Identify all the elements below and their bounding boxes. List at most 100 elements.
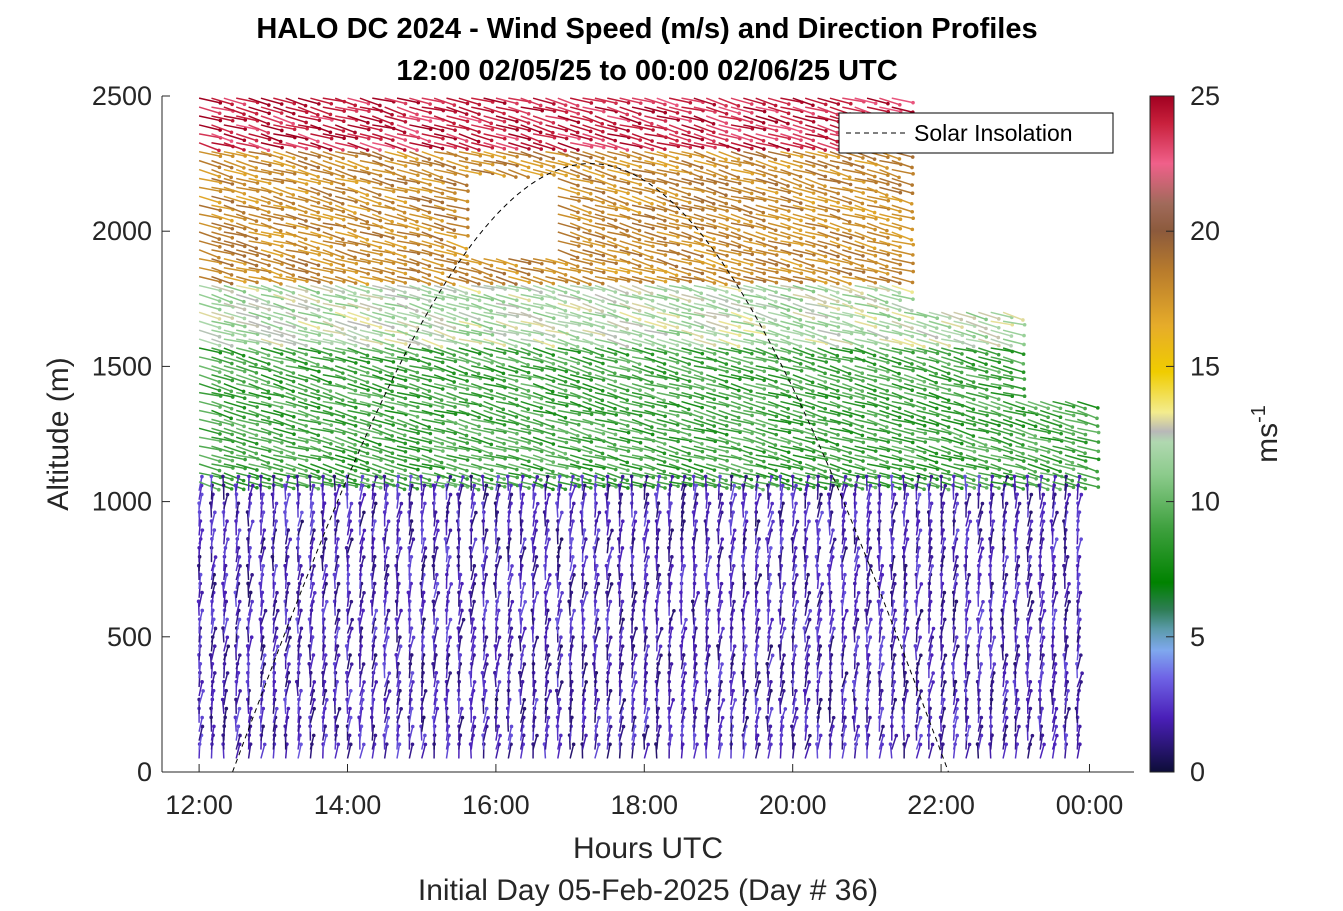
- wind-vector: [248, 159, 270, 166]
- wind-vector-head: [613, 371, 617, 376]
- wind-vector-head: [261, 563, 266, 568]
- wind-vector-head: [299, 608, 303, 613]
- wind-vector: [235, 374, 257, 383]
- wind-vector: [359, 231, 382, 238]
- wind-vector: [297, 258, 319, 267]
- wind-vector: [335, 240, 357, 246]
- wind-vector-head: [391, 306, 396, 311]
- wind-vector-head: [329, 406, 333, 410]
- wind-vector-head: [539, 406, 543, 410]
- wind-vector-head: [304, 146, 309, 151]
- wind-vector: [284, 529, 289, 545]
- wind-vector: [247, 583, 250, 598]
- wind-vector-head: [267, 485, 272, 490]
- wind-vector: [309, 628, 313, 643]
- wind-vector-head: [329, 396, 333, 401]
- wind-vector-head: [452, 371, 456, 376]
- wind-vector: [383, 672, 391, 688]
- wind-vector: [211, 445, 233, 454]
- wind-vector-head: [317, 217, 321, 221]
- wind-vector: [198, 311, 220, 320]
- wind-vector-head: [490, 431, 495, 435]
- wind-vector: [371, 494, 376, 509]
- wind-vector: [198, 195, 220, 204]
- wind-vector-head: [416, 441, 420, 445]
- wind-vector: [198, 374, 220, 383]
- wind-vector-head: [435, 706, 440, 711]
- wind-vector-head: [527, 486, 531, 490]
- wind-vector-head: [576, 281, 581, 285]
- wind-vector-head: [452, 165, 457, 170]
- wind-vector-head: [262, 546, 267, 550]
- wind-vector: [223, 383, 244, 393]
- wind-vector: [223, 159, 245, 169]
- wind-vector-head: [416, 378, 420, 382]
- wind-vector-head: [390, 121, 394, 126]
- wind-vector: [384, 266, 406, 275]
- wind-vector: [310, 454, 333, 460]
- wind-vector-head: [391, 325, 395, 330]
- wind-vector-head: [402, 210, 407, 215]
- wind-vector: [272, 637, 278, 652]
- wind-vector-head: [304, 361, 308, 366]
- wind-vector-head: [584, 680, 588, 684]
- wind-vector-head: [316, 396, 321, 401]
- wind-vector-head: [274, 626, 279, 631]
- wind-vector: [346, 654, 351, 670]
- wind-vector-head: [231, 323, 235, 328]
- wind-vector: [359, 204, 381, 214]
- wind-vector: [396, 690, 401, 706]
- wind-vector-head: [361, 662, 366, 666]
- wind-vector-head: [600, 281, 605, 286]
- wind-vector-head: [279, 326, 283, 331]
- wind-vector: [308, 645, 312, 661]
- wind-vector-head: [608, 724, 613, 729]
- wind-vector-head: [304, 156, 308, 161]
- wind-vector: [284, 628, 290, 643]
- wind-vector-head: [230, 432, 234, 437]
- wind-vector-head: [378, 182, 383, 186]
- wind-vector-head: [332, 474, 337, 479]
- wind-vector: [371, 476, 377, 491]
- wind-vector-head: [526, 407, 530, 412]
- wind-vector-head: [242, 191, 247, 196]
- wind-vector-head: [390, 451, 395, 455]
- wind-vector-head: [502, 111, 506, 116]
- wind-vector-head: [559, 608, 563, 613]
- wind-vector: [260, 124, 283, 132]
- wind-vector-head: [625, 318, 629, 322]
- wind-vector-head: [391, 288, 396, 293]
- wind-vector-head: [551, 121, 556, 125]
- wind-vector-head: [399, 608, 403, 613]
- wind-vector: [247, 503, 251, 518]
- wind-vector: [211, 266, 232, 276]
- wind-vector-head: [409, 554, 414, 559]
- wind-vector: [223, 347, 244, 357]
- wind-vector: [372, 311, 394, 319]
- wind-vector: [346, 503, 353, 518]
- wind-vector: [297, 159, 319, 169]
- wind-vector: [345, 645, 349, 661]
- wind-vector-head: [229, 487, 234, 491]
- wind-vector: [210, 628, 217, 643]
- wind-vector-head: [329, 441, 333, 446]
- wind-vector-head: [365, 193, 370, 197]
- wind-vector: [260, 204, 283, 210]
- wind-vector-head: [601, 129, 605, 134]
- wind-vector: [384, 186, 407, 193]
- wind-vector-head: [354, 405, 358, 410]
- wind-vector-head: [397, 671, 402, 675]
- wind-vector: [372, 329, 394, 337]
- wind-vector-head: [502, 396, 507, 401]
- wind-vector: [297, 222, 319, 231]
- wind-vector: [297, 636, 301, 652]
- wind-vector: [260, 454, 282, 462]
- wind-vector: [359, 222, 382, 228]
- wind-vector: [359, 726, 363, 741]
- wind-vector-head: [361, 608, 365, 613]
- wind-vector-head: [522, 697, 526, 702]
- wind-vector: [260, 231, 283, 237]
- wind-vector: [310, 168, 332, 175]
- wind-vector-head: [212, 528, 217, 532]
- wind-vector: [198, 106, 220, 114]
